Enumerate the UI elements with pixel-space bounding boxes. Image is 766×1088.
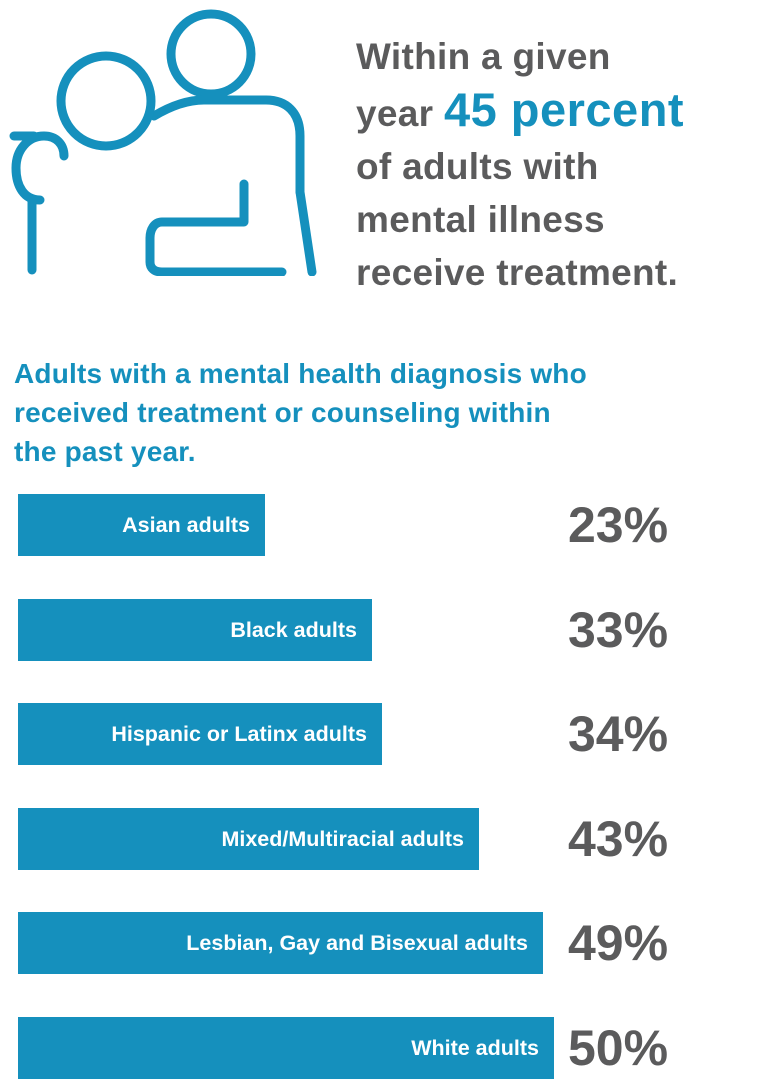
bar-value-label: 43% (568, 811, 669, 867)
headline-line-2-prefix: year (356, 93, 434, 134)
bar-category-label: Asian adults (122, 512, 250, 537)
bar-value-label: 33% (568, 602, 669, 658)
bar-category-label: White adults (411, 1035, 539, 1060)
bar-value-label: 49% (568, 915, 669, 971)
headline: Within a given year 45 percent of adults… (356, 30, 761, 299)
chart-title-line-2: received treatment or counseling within (14, 397, 551, 428)
bar-value-label: 23% (568, 497, 669, 553)
two-people-support-icon (4, 4, 324, 277)
bar: Lesbian, Gay and Bisexual adults (18, 912, 543, 974)
bar-value-label: 34% (568, 706, 669, 762)
bar: Black adults (18, 599, 372, 661)
headline-highlight-stat: 45 percent (443, 83, 685, 136)
bar: Asian adults (18, 494, 265, 556)
headline-line-1: Within a given (356, 36, 611, 77)
chart-title-line-3: the past year. (14, 436, 196, 467)
headline-line-5: receive treatment. (356, 252, 679, 293)
bar: White adults (18, 1017, 554, 1079)
headline-line-4: mental illness (356, 199, 605, 240)
bar-category-label: Hispanic or Latinx adults (111, 721, 367, 746)
bar-category-label: Mixed/Multiracial adults (221, 826, 464, 851)
bar: Hispanic or Latinx adults (18, 703, 382, 765)
headline-line-2: year 45 percent (356, 83, 761, 140)
bar-category-label: Lesbian, Gay and Bisexual adults (186, 930, 528, 955)
chart-title-line-1: Adults with a mental health diagnosis wh… (14, 358, 587, 389)
chart-title: Adults with a mental health diagnosis wh… (14, 354, 734, 471)
bar: Mixed/Multiracial adults (18, 808, 479, 870)
bar-category-label: Black adults (230, 617, 357, 642)
bar-value-label: 50% (568, 1020, 669, 1076)
headline-line-3: of adults with (356, 146, 599, 187)
